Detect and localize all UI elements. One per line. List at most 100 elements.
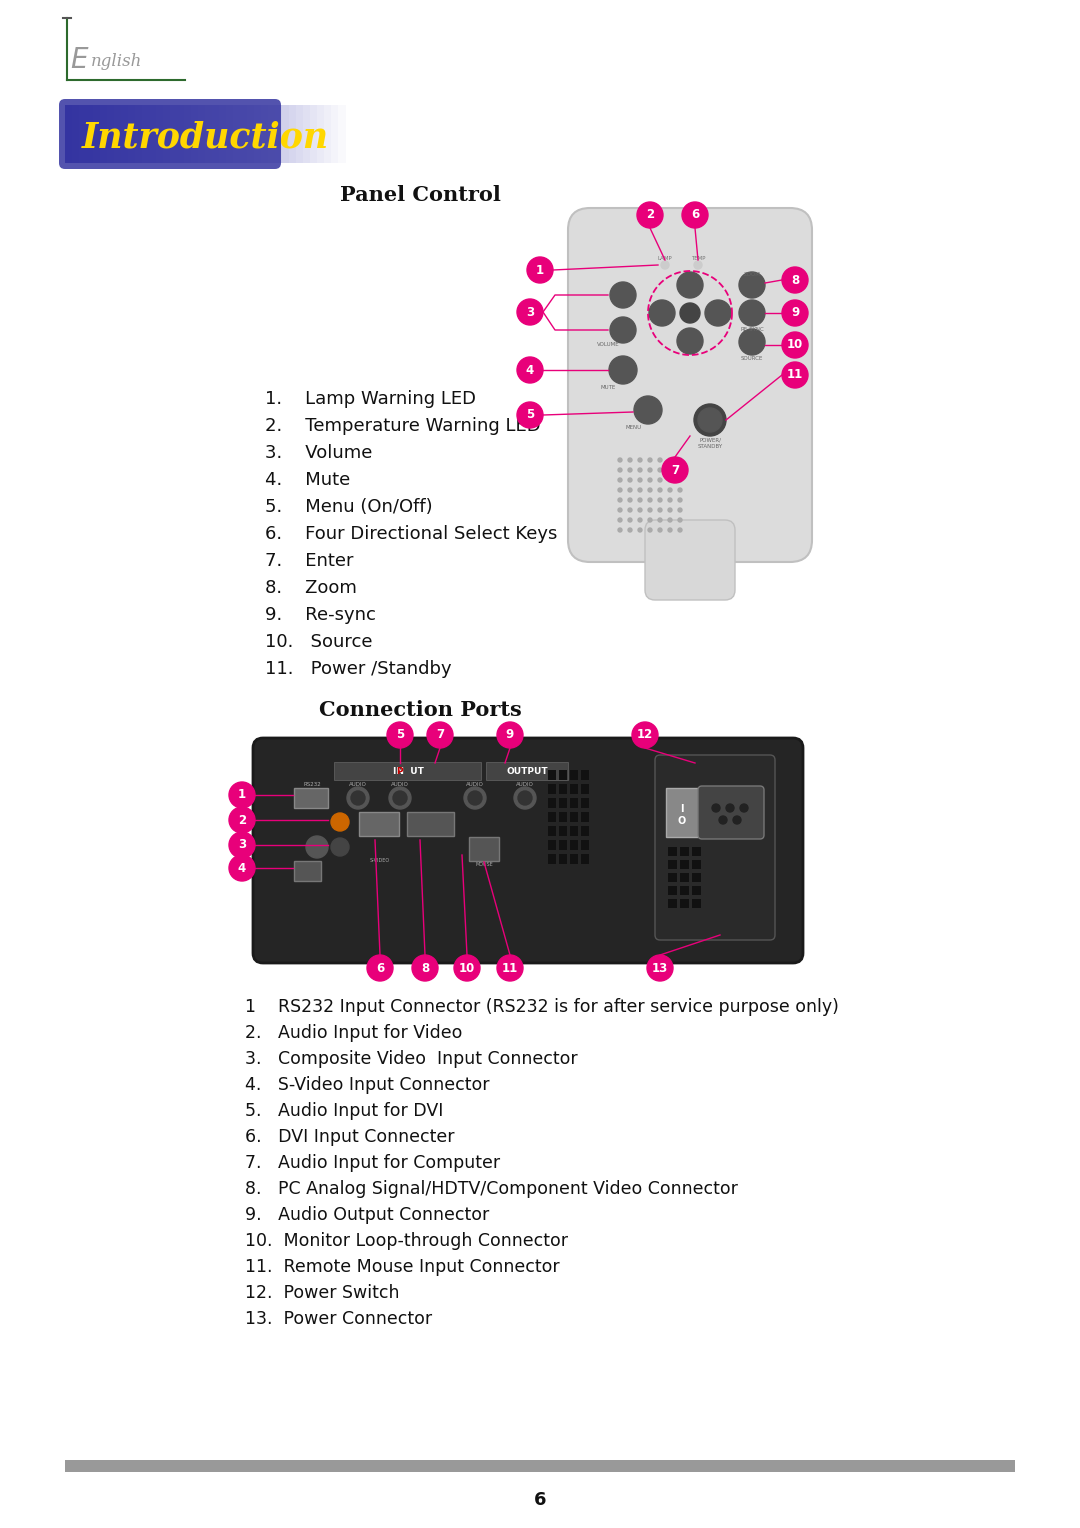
Circle shape: [229, 807, 255, 833]
Circle shape: [638, 498, 642, 503]
FancyBboxPatch shape: [310, 105, 318, 163]
Text: AUDIO: AUDIO: [349, 782, 367, 787]
Text: 6.   DVI Input Connecter: 6. DVI Input Connecter: [245, 1128, 455, 1146]
Text: 5.    Menu (On/Off): 5. Menu (On/Off): [265, 498, 433, 516]
FancyBboxPatch shape: [156, 105, 164, 163]
Circle shape: [678, 468, 681, 472]
Text: 2: 2: [646, 208, 654, 222]
Text: 6.    Four Directional Select Keys: 6. Four Directional Select Keys: [265, 526, 557, 542]
Circle shape: [782, 332, 808, 358]
FancyBboxPatch shape: [205, 105, 213, 163]
FancyBboxPatch shape: [324, 105, 332, 163]
FancyBboxPatch shape: [226, 105, 234, 163]
Text: P: P: [395, 767, 403, 776]
Circle shape: [669, 458, 672, 461]
Text: 8: 8: [791, 274, 799, 287]
Circle shape: [517, 358, 543, 384]
Circle shape: [678, 518, 681, 523]
Text: 10: 10: [459, 961, 475, 975]
Circle shape: [464, 787, 486, 808]
Text: 5: 5: [526, 408, 535, 422]
Circle shape: [677, 272, 703, 298]
Text: 3: 3: [238, 839, 246, 851]
FancyBboxPatch shape: [59, 99, 281, 170]
FancyBboxPatch shape: [359, 811, 399, 836]
Text: 10.   Source: 10. Source: [265, 633, 373, 651]
FancyBboxPatch shape: [86, 105, 94, 163]
Circle shape: [517, 402, 543, 428]
Circle shape: [647, 955, 673, 981]
Circle shape: [648, 507, 652, 512]
Circle shape: [694, 403, 726, 435]
Circle shape: [627, 518, 632, 523]
Circle shape: [782, 362, 808, 388]
Circle shape: [517, 299, 543, 325]
FancyBboxPatch shape: [692, 847, 701, 856]
Text: $\mathit{E}$: $\mathit{E}$: [70, 46, 90, 73]
FancyBboxPatch shape: [645, 520, 735, 601]
Circle shape: [638, 468, 642, 472]
Circle shape: [627, 529, 632, 532]
Circle shape: [678, 458, 681, 461]
FancyBboxPatch shape: [548, 784, 556, 795]
Circle shape: [739, 299, 765, 325]
Circle shape: [468, 792, 482, 805]
FancyBboxPatch shape: [294, 788, 328, 808]
FancyBboxPatch shape: [570, 784, 578, 795]
Text: I
O: I O: [678, 804, 686, 825]
FancyBboxPatch shape: [240, 105, 248, 163]
Text: 8.    Zoom: 8. Zoom: [265, 579, 356, 597]
FancyBboxPatch shape: [65, 105, 73, 163]
Text: MOUSE: MOUSE: [475, 862, 492, 866]
Text: 4.    Mute: 4. Mute: [265, 471, 350, 489]
FancyBboxPatch shape: [692, 886, 701, 895]
FancyBboxPatch shape: [253, 738, 804, 963]
Text: RE-SYNC: RE-SYNC: [740, 327, 764, 332]
Circle shape: [678, 498, 681, 503]
Text: AUDIO: AUDIO: [391, 782, 409, 787]
FancyBboxPatch shape: [669, 872, 677, 882]
Text: S-VIDEO: S-VIDEO: [370, 859, 390, 863]
Circle shape: [351, 792, 365, 805]
Text: 9: 9: [505, 729, 514, 741]
Circle shape: [648, 468, 652, 472]
Circle shape: [678, 507, 681, 512]
Text: 1: 1: [238, 788, 246, 802]
Circle shape: [610, 316, 636, 342]
Circle shape: [618, 468, 622, 472]
FancyBboxPatch shape: [334, 762, 481, 779]
Circle shape: [229, 833, 255, 859]
Circle shape: [740, 804, 748, 811]
Circle shape: [627, 487, 632, 492]
Circle shape: [638, 458, 642, 461]
FancyBboxPatch shape: [233, 105, 241, 163]
Text: ZOOM: ZOOM: [743, 272, 760, 277]
FancyBboxPatch shape: [568, 208, 812, 562]
Text: 11.  Remote Mouse Input Connector: 11. Remote Mouse Input Connector: [245, 1258, 559, 1276]
Circle shape: [658, 498, 662, 503]
Circle shape: [627, 498, 632, 503]
Text: 10: 10: [787, 339, 804, 351]
Text: 11.   Power /Standby: 11. Power /Standby: [265, 660, 451, 678]
Circle shape: [712, 804, 720, 811]
Circle shape: [678, 529, 681, 532]
Circle shape: [306, 836, 328, 859]
FancyBboxPatch shape: [184, 105, 192, 163]
Circle shape: [681, 202, 708, 228]
Text: 9: 9: [791, 307, 799, 319]
FancyBboxPatch shape: [296, 105, 303, 163]
Circle shape: [648, 518, 652, 523]
FancyBboxPatch shape: [680, 886, 689, 895]
Circle shape: [669, 518, 672, 523]
Circle shape: [330, 813, 349, 831]
Text: STANDBY: STANDBY: [698, 445, 723, 449]
FancyBboxPatch shape: [247, 105, 255, 163]
FancyBboxPatch shape: [680, 898, 689, 908]
Text: 11: 11: [787, 368, 804, 382]
FancyBboxPatch shape: [72, 105, 80, 163]
Circle shape: [618, 487, 622, 492]
Text: MUTE: MUTE: [600, 385, 616, 390]
Text: POWER/: POWER/: [699, 439, 721, 443]
FancyBboxPatch shape: [581, 770, 589, 779]
FancyBboxPatch shape: [570, 811, 578, 822]
